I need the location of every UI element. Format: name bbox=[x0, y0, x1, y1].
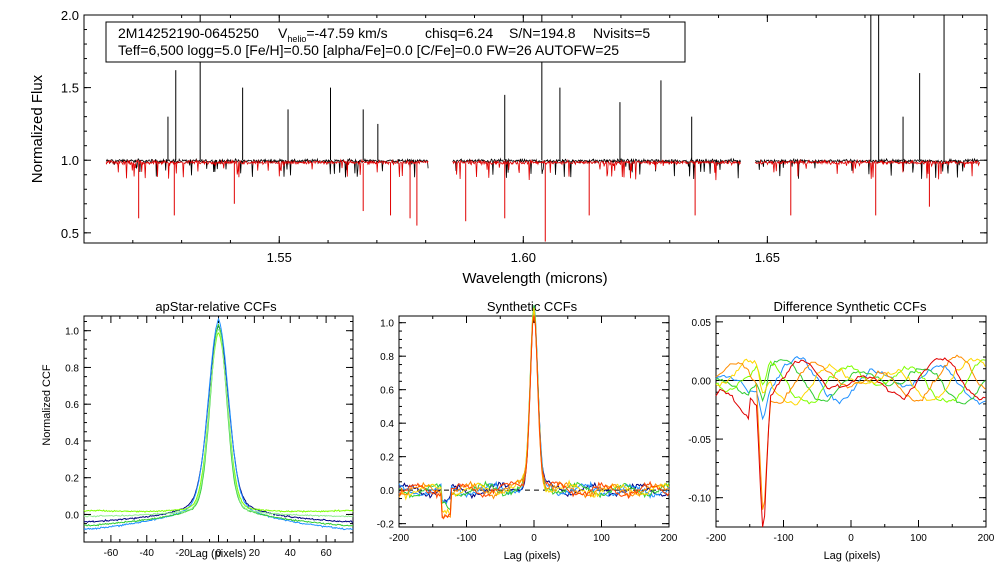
difference-ccf-xtick-label: -200 bbox=[706, 533, 726, 544]
apstar-ccf-xtick-label: 0 bbox=[216, 548, 222, 559]
synthetic-ccf-ytick-label: 0.6 bbox=[380, 386, 394, 397]
synthetic-ccf-xtick-label: 100 bbox=[593, 533, 610, 544]
difference-ccf-xtick-label: -100 bbox=[773, 533, 793, 544]
spectrum-ylabel: Normalized Flux bbox=[29, 74, 46, 183]
apstar-ccf-frame bbox=[83, 315, 354, 543]
difference-ccf-ytick-label: -0.05 bbox=[688, 435, 711, 446]
difference-ccf-xlabel: Lag (pixels) bbox=[824, 550, 881, 562]
apstar-ccf-xtick-label: 40 bbox=[285, 548, 297, 559]
spectrum-series-model bbox=[105, 158, 981, 181]
apstar-ccf-series-visit-1 bbox=[84, 325, 354, 523]
difference-ccf-ticks: -200 -100 0 100 200 -0.10 -0.05 0.00 0.05 bbox=[688, 316, 995, 544]
apstar-ccf-ytick-label: 0.4 bbox=[65, 437, 79, 448]
apstar-ccf-xtick-label: 20 bbox=[249, 548, 261, 559]
spectrum-ytick-label: 1.5 bbox=[61, 81, 79, 96]
difference-ccf-frame bbox=[715, 315, 987, 528]
synthetic-ccf-series-visit-1 bbox=[398, 306, 670, 504]
synthetic-ccf-ytick-label: 0.8 bbox=[380, 352, 394, 363]
synthetic-ccf-xtick-label: -100 bbox=[456, 533, 476, 544]
synthetic-ccf-ticks: -200 -100 0 100 200 -0.2 0.0 0.2 0.4 0.6 0.8 1.0 bbox=[377, 316, 678, 544]
apstar-ccf-ytick-label: 0.6 bbox=[65, 400, 79, 411]
annotation-snr: S/N=194.8 bbox=[509, 25, 576, 41]
annotation-star-id: 2M14252190-0645250 bbox=[118, 25, 259, 41]
apstar-ccf-ticks: -60 -40 -20 0 20 40 60 0.0 0.2 0.4 0.6 0.8 1.0 bbox=[65, 316, 354, 559]
spectrum-plot-frame bbox=[83, 14, 988, 244]
synthetic-ccf-series-visit-3 bbox=[398, 305, 670, 511]
apstar-ccf-ytick-label: 0.0 bbox=[65, 510, 79, 521]
annotation-nvisits: Nvisits=5 bbox=[593, 25, 650, 41]
difference-ccf-title: Difference Synthetic CCFs bbox=[774, 299, 927, 314]
difference-ccf-traces bbox=[715, 354, 986, 528]
synthetic-ccf-xtick-label: 0 bbox=[531, 533, 537, 544]
apstar-ccf-xtick-label: 60 bbox=[321, 548, 333, 559]
apstar-ccf-series-visit-5 bbox=[83, 328, 354, 518]
synthetic-ccf-series-visit-4 bbox=[398, 307, 670, 517]
spectrum-xlabel: Wavelength (microns) bbox=[462, 270, 607, 287]
vhelio-value: =-47.59 km/s bbox=[306, 25, 387, 41]
spectrum-xtick-label: 1.55 bbox=[267, 250, 292, 265]
spectrum-panel: 1.55 1.60 1.65 0.5 1.0 1.5 2.0 2M14252190-0645… bbox=[29, 8, 988, 287]
apstar-ccf-ytick-label: 1.0 bbox=[65, 327, 79, 338]
difference-ccf-ytick-label: 0.00 bbox=[692, 376, 712, 387]
synthetic-ccf-ytick-label: 0.2 bbox=[380, 453, 394, 464]
apstar-ccf-xtick-label: -20 bbox=[175, 548, 190, 559]
difference-ccf-series-diff-5 bbox=[715, 354, 986, 510]
annotation-chisq: chisq=6.24 bbox=[425, 25, 493, 41]
difference-ccf-ytick-label: -0.10 bbox=[688, 494, 711, 505]
synthetic-ccf-title: Synthetic CCFs bbox=[487, 299, 578, 314]
synthetic-ccf-xlabel: Lag (pixels) bbox=[504, 550, 561, 562]
spectrum-xtick-label: 1.65 bbox=[755, 250, 780, 265]
apstar-ccf-panel: apStar-relative CCFs -60 -40 -20 0 20 40 60 0.0… bbox=[41, 299, 354, 560]
difference-ccf-ytick-label: 0.05 bbox=[692, 318, 712, 329]
apstar-ccf-series-visit-3 bbox=[83, 323, 354, 527]
annotation-vhelio: Vhelio=-47.59 km/s bbox=[278, 25, 388, 44]
synthetic-ccf-xtick-label: -200 bbox=[389, 533, 409, 544]
spectrum-xtick-label: 1.60 bbox=[511, 250, 536, 265]
apstar-ccf-xlabel: Lag (pixels) bbox=[190, 548, 247, 560]
apstar-ccf-ylabel: Normalized CCF bbox=[41, 364, 53, 446]
apstar-ccf-xtick-label: -40 bbox=[140, 548, 155, 559]
difference-ccf-xtick-label: 200 bbox=[978, 533, 995, 544]
difference-ccf-series-diff-1 bbox=[715, 355, 986, 421]
vhelio-subscript: helio bbox=[287, 34, 306, 44]
apstar-ccf-xtick-label: -60 bbox=[104, 548, 119, 559]
difference-ccf-panel: Difference Synthetic CCFs -200 -100 0 100 20… bbox=[688, 299, 995, 562]
difference-ccf-xtick-label: 100 bbox=[910, 533, 927, 544]
synthetic-ccf-panel: Synthetic CCFs -200 -100 0 100 200 -0.2 0.0 0.2… bbox=[377, 299, 678, 562]
synthetic-ccf-series-visit-2 bbox=[398, 304, 670, 506]
difference-ccf-series-diff-3 bbox=[715, 359, 986, 405]
apstar-ccf-ytick-label: 0.2 bbox=[65, 474, 79, 485]
annotation-stellar-params: Teff=6,500 logg=5.0 [Fe/H]=0.50 [alpha/F… bbox=[118, 42, 619, 58]
synthetic-ccf-ytick-label: 1.0 bbox=[380, 319, 394, 330]
synthetic-ccf-series-visit-6 bbox=[398, 315, 670, 519]
apstar-ccf-series-visit-4 bbox=[83, 332, 354, 513]
difference-ccf-xtick-label: 0 bbox=[848, 533, 854, 544]
synthetic-ccf-ytick-label: 0.0 bbox=[380, 486, 394, 497]
spectrum-ytick-label: 1.0 bbox=[61, 153, 79, 168]
apstar-ccf-series-visit-2 bbox=[83, 317, 354, 531]
synthetic-ccf-ytick-label: 0.4 bbox=[380, 419, 394, 430]
difference-ccf-series-diff-4 bbox=[715, 357, 986, 406]
apstar-ccf-title: apStar-relative CCFs bbox=[155, 299, 277, 314]
annotation-box bbox=[105, 21, 686, 63]
spectrum-traces bbox=[105, 15, 981, 242]
spectrum-ticks: 1.55 1.60 1.65 0.5 1.0 1.5 2.0 bbox=[61, 8, 987, 265]
difference-ccf-series-diff-6 bbox=[715, 357, 986, 528]
synthetic-ccf-ytick-label: -0.2 bbox=[377, 520, 395, 531]
spectrum-ytick-label: 2.0 bbox=[61, 8, 79, 23]
spectrum-ytick-label: 0.5 bbox=[61, 226, 79, 241]
difference-ccf-series-diff-2 bbox=[715, 359, 986, 405]
vhelio-prefix: V bbox=[278, 25, 288, 41]
apstar-ccf-ytick-label: 0.8 bbox=[65, 363, 79, 374]
synthetic-ccf-traces bbox=[398, 304, 670, 520]
synthetic-ccf-xtick-label: 200 bbox=[661, 533, 678, 544]
apstar-ccf-traces bbox=[83, 317, 354, 531]
